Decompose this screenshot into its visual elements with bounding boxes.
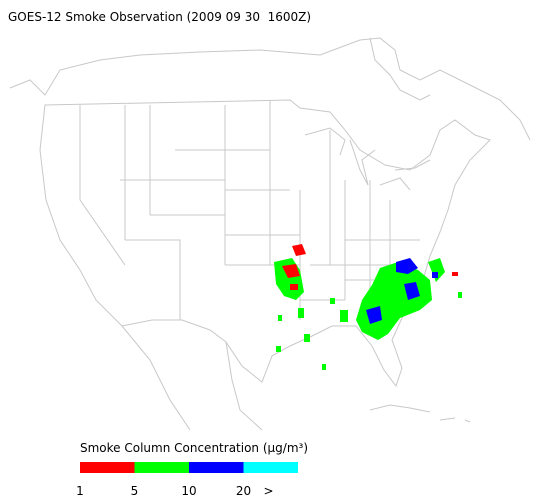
legend-swatch	[243, 462, 298, 473]
title: GOES-12 Smoke Observation (2009 09 30 16…	[8, 10, 311, 24]
great-lakes	[304, 127, 431, 191]
smoke-green	[304, 334, 310, 342]
us-outline	[39, 99, 491, 388]
smoke-green	[330, 298, 335, 304]
smoke-blue	[366, 306, 382, 324]
smoke-red	[452, 272, 458, 276]
legend-swatch	[134, 462, 189, 473]
smoke-red	[290, 284, 298, 290]
smoke-green	[278, 315, 282, 321]
legend-tick-label: >	[264, 484, 274, 498]
legend-swatch	[189, 462, 244, 473]
smoke-blue	[404, 282, 420, 300]
smoke-green	[298, 308, 304, 318]
smoke-green	[276, 346, 281, 352]
smoke-blue	[396, 258, 418, 274]
hudson-coast	[369, 37, 431, 101]
legend-tick-label: 20	[236, 484, 251, 498]
smoke-green	[458, 292, 462, 298]
legend-tick-label: 1	[76, 484, 84, 498]
smoke-blue	[432, 272, 438, 278]
mexico-outline	[121, 325, 263, 431]
legend: 1 5 10 20 >	[76, 462, 298, 498]
legend-tick-label: 5	[131, 484, 139, 498]
legend-tick-label: 10	[181, 484, 196, 498]
legend-title: Smoke Column Concentration (μg/m³)	[80, 441, 308, 455]
smoke-green	[428, 258, 445, 282]
smoke-red	[292, 244, 306, 256]
basemap	[9, 37, 531, 431]
smoke-detections	[274, 244, 462, 370]
canada-outline	[9, 37, 531, 141]
legend-swatch	[80, 462, 135, 473]
smoke-green	[322, 364, 326, 370]
caribbean	[369, 404, 471, 423]
smoke-red	[282, 264, 300, 278]
smoke-green	[340, 310, 348, 322]
